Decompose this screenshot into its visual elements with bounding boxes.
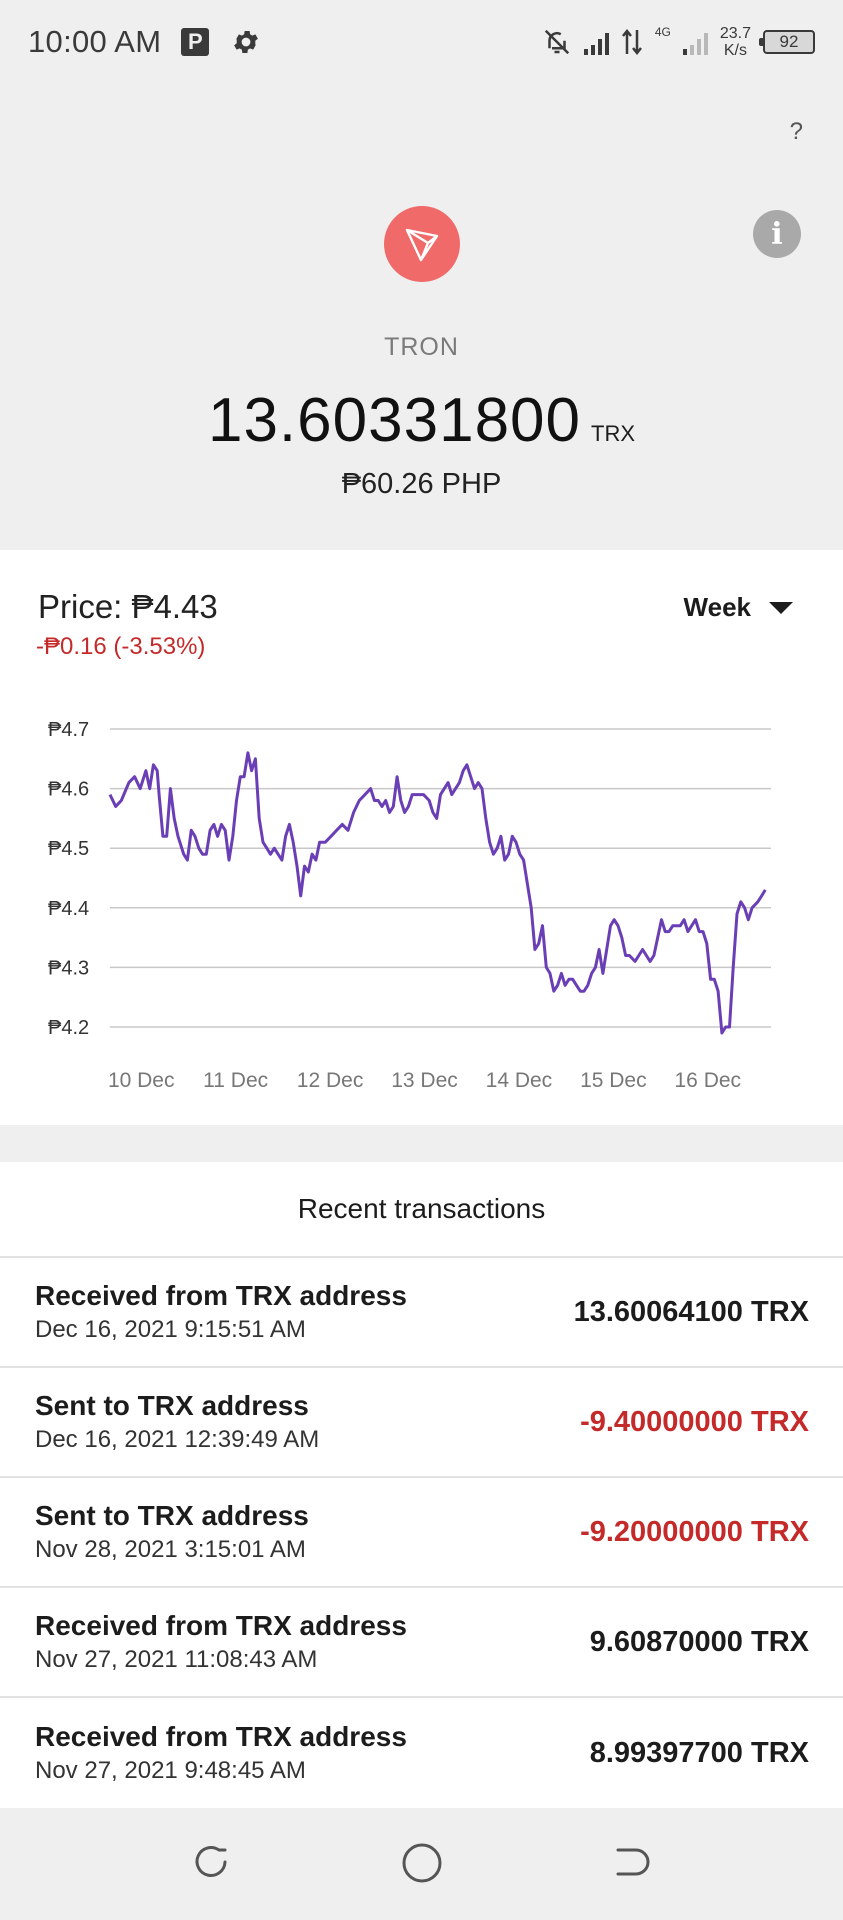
balance-row: 13.60331800 TRX [0, 385, 843, 456]
transaction-amount: 13.60064100 TRX [573, 1295, 809, 1328]
bell-muted-icon [544, 29, 569, 55]
transaction-row[interactable]: Received from TRX address Dec 16, 2021 9:… [0, 1258, 843, 1368]
info-button[interactable]: i [753, 210, 801, 258]
transaction-info: Received from TRX address Nov 27, 2021 11… [35, 1610, 590, 1674]
net-speed-value: 23.7 [719, 25, 751, 42]
recent-apps-icon[interactable] [191, 1842, 231, 1882]
p-notification-icon: P [181, 28, 210, 56]
price-series-line [108, 751, 767, 1035]
transaction-amount: 9.60870000 TRX [589, 1625, 809, 1658]
x-tick-label: 10 Dec [108, 1069, 175, 1092]
coin-name: TRON [384, 333, 459, 361]
home-icon[interactable] [401, 1842, 443, 1884]
transaction-date: Nov 27, 2021 11:08:43 AM [35, 1646, 318, 1673]
caret-down-icon [769, 601, 793, 614]
transaction-description: Sent to TRX address [35, 1390, 309, 1421]
transaction-date: Nov 27, 2021 9:48:45 AM [35, 1757, 306, 1784]
transaction-description: Received from TRX address [35, 1721, 407, 1752]
range-dropdown[interactable]: Week [684, 592, 793, 623]
transaction-row[interactable]: Sent to TRX address Dec 16, 2021 12:39:49… [0, 1368, 843, 1478]
signal-icon-2 [682, 29, 708, 55]
tron-logo-icon [405, 228, 439, 262]
y-tick-label: ₱4.7 [48, 719, 89, 741]
net-speed: 23.7 K/s [720, 25, 751, 59]
transactions-title: Recent transactions [0, 1162, 843, 1258]
y-tick-label: ₱4.6 [48, 779, 89, 801]
x-tick-label: 14 Dec [486, 1069, 553, 1092]
transactions-list: Received from TRX address Dec 16, 2021 9:… [0, 1258, 843, 1808]
data-transfer-icon [621, 28, 642, 56]
x-tick-label: 16 Dec [675, 1069, 742, 1092]
transaction-amount: 8.99397700 TRX [589, 1736, 809, 1769]
transaction-date: Dec 16, 2021 9:15:51 AM [35, 1316, 306, 1343]
price-label: Price: ₱4.43 [38, 588, 218, 625]
back-icon[interactable] [612, 1842, 652, 1882]
battery-icon: 92 [759, 30, 815, 54]
transaction-info: Received from TRX address Nov 27, 2021 9:… [35, 1721, 590, 1785]
transaction-date: Dec 16, 2021 12:39:49 AM [35, 1426, 320, 1453]
x-tick-label: 13 Dec [391, 1069, 458, 1092]
battery-level: 92 [779, 32, 799, 51]
transaction-info: Sent to TRX address Dec 16, 2021 12:39:49… [35, 1390, 580, 1454]
y-tick-label: ₱4.3 [48, 957, 89, 979]
help-button[interactable]: ? [789, 118, 803, 145]
transaction-row[interactable]: Sent to TRX address Nov 28, 2021 3:15:01 … [0, 1478, 843, 1588]
transactions-card: Recent transactions Received from TRX ad… [0, 1162, 843, 1808]
transaction-row[interactable]: Received from TRX address Nov 27, 2021 11… [0, 1588, 843, 1698]
y-tick-label: ₱4.2 [48, 1017, 89, 1039]
status-bar: 10:00 AM P 4G 23.7 K/s 92 [0, 0, 843, 84]
signal-icon [583, 29, 609, 55]
network-type-label: 4G [654, 25, 671, 39]
transaction-description: Sent to TRX address [35, 1500, 309, 1531]
balance-amount: 13.60331800 [207, 386, 582, 455]
price-chart[interactable]: ₱4.7 ₱4.6 ₱4.5 ₱4.4 ₱4.3 ₱4.2 10 Dec 11 Dec 12 D… [0, 700, 843, 1100]
transaction-date: Nov 28, 2021 3:15:01 AM [35, 1536, 306, 1563]
price-chart-card: Price: ₱4.43 -₱0.16 (-3.53%) Week ₱4.7 ₱4… [0, 550, 843, 1125]
net-speed-unit: K/s [723, 42, 747, 59]
status-time: 10:00 AM [28, 24, 162, 59]
transaction-amount: -9.40000000 TRX [580, 1405, 809, 1438]
x-tick-label: 12 Dec [297, 1069, 364, 1092]
range-dropdown-label: Week [683, 592, 751, 622]
balance-unit: TRX [591, 421, 636, 446]
y-tick-label: ₱4.5 [48, 838, 89, 860]
transaction-amount: -9.20000000 TRX [580, 1515, 809, 1548]
x-tick-label: 15 Dec [580, 1069, 647, 1092]
transaction-info: Sent to TRX address Nov 28, 2021 3:15:01 … [35, 1500, 580, 1564]
y-tick-label: ₱4.4 [48, 898, 89, 920]
navigation-bar [0, 1808, 843, 1920]
transaction-description: Received from TRX address [35, 1280, 407, 1311]
gear-icon [234, 31, 259, 53]
transaction-description: Received from TRX address [35, 1610, 407, 1641]
price-change: -₱0.16 (-3.53%) [36, 633, 206, 660]
tron-logo [384, 206, 460, 282]
transaction-info: Received from TRX address Dec 16, 2021 9:… [35, 1280, 574, 1344]
x-tick-label: 11 Dec [203, 1069, 268, 1092]
transaction-row[interactable]: Received from TRX address Nov 27, 2021 9:… [0, 1698, 843, 1808]
fiat-value: ₱60.26 PHP [341, 468, 502, 500]
